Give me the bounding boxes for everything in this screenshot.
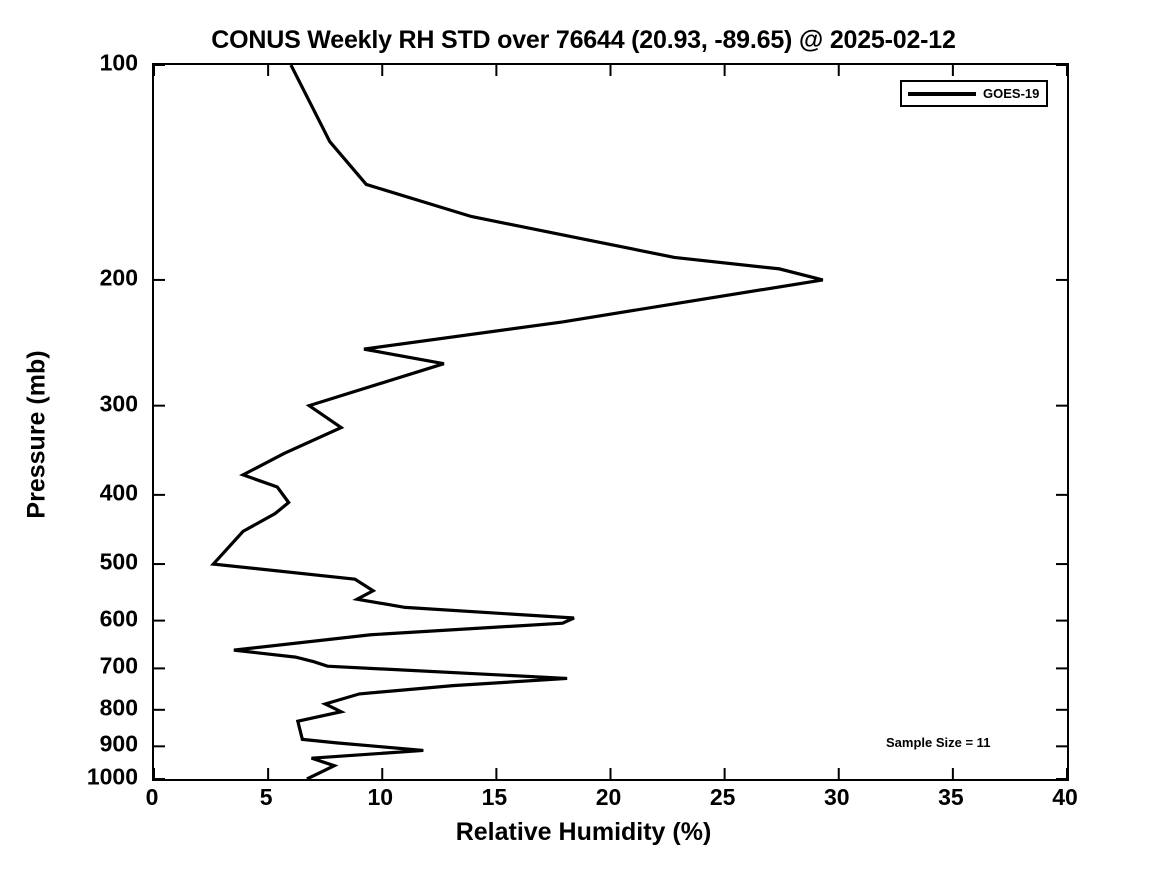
data-series-goes-19: [210, 65, 824, 779]
plot-area: [152, 63, 1069, 781]
plot-canvas: [154, 65, 1067, 779]
x-tick-label-25: 25: [709, 784, 736, 810]
chart-title: CONUS Weekly RH STD over 76644 (20.93, -…: [211, 26, 956, 54]
x-tick-label-5: 5: [259, 784, 273, 810]
x-axis-ticks: [154, 65, 1067, 779]
y-tick-label-300: 300: [99, 390, 138, 417]
x-tick-label-30: 30: [823, 784, 850, 810]
y-tick-label-1000: 1000: [86, 763, 138, 790]
x-tick-label-35: 35: [938, 784, 964, 810]
x-tick-label-20: 20: [595, 784, 622, 810]
line-series-goes-19: [210, 65, 824, 779]
y-tick-label-600: 600: [99, 605, 138, 632]
x-tick-label-0: 0: [145, 784, 159, 810]
y-tick-label-100: 100: [99, 49, 138, 76]
x-axis-title: Relative Humidity (%): [455, 818, 712, 846]
legend: GOES-19: [900, 80, 1048, 107]
x-tick-label-10: 10: [367, 784, 394, 810]
y-tick-label-900: 900: [99, 730, 138, 757]
x-tick-label-40: 40: [1052, 784, 1078, 810]
y-tick-label-700: 700: [99, 652, 138, 679]
y-axis-ticks: [154, 65, 1067, 779]
x-tick-label-15: 15: [481, 784, 508, 810]
legend-label-goes-19: GOES-19: [983, 86, 1040, 101]
y-tick-label-200: 200: [99, 264, 138, 291]
sample-size-annotation: Sample Size = 11: [886, 735, 991, 750]
y-tick-label-400: 400: [99, 479, 138, 506]
y-tick-label-800: 800: [99, 694, 138, 721]
legend-line-swatch: [908, 91, 976, 96]
y-tick-label-500: 500: [99, 548, 138, 575]
y-axis-title: Pressure (mb): [22, 350, 51, 519]
